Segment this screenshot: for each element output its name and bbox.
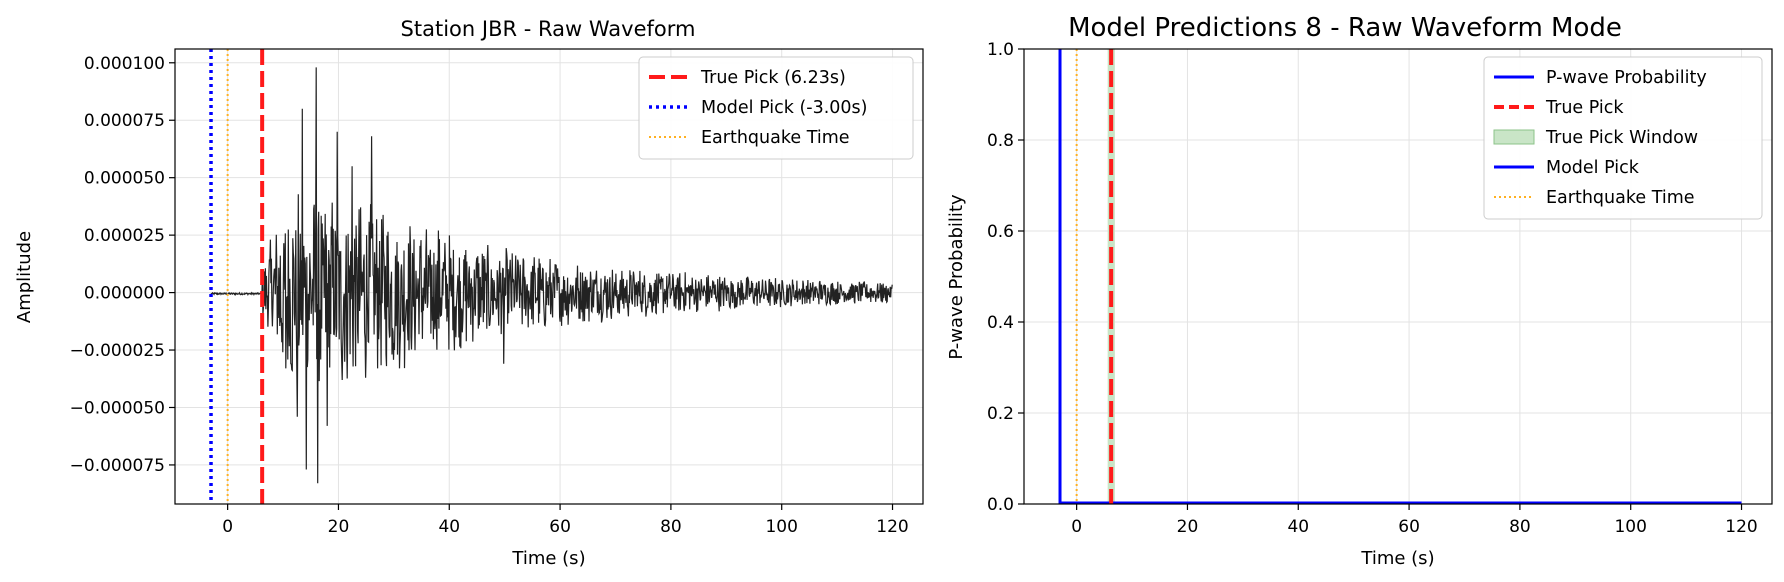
y-ticks: −0.000075 −0.000050 −0.000025 0.000000 0.000…	[70, 54, 175, 476]
x-tick-label: 60	[549, 517, 571, 537]
legend-box	[1483, 56, 1763, 220]
legend-label: P-wave Probability	[1546, 68, 1707, 88]
x-tick-label: 80	[660, 517, 682, 537]
y-tick-label: 0.000075	[84, 111, 165, 131]
legend-label: Earthquake Time	[701, 128, 850, 148]
y-axis-label: Amplitude	[14, 231, 35, 323]
legend-label: True Pick (6.23s)	[700, 68, 846, 88]
x-tick-label: 0	[1071, 517, 1082, 537]
y-tick-label: 0.000025	[84, 226, 165, 246]
x-ticks: 0 20 40 60 80 100 120	[222, 504, 909, 537]
axes-frame	[174, 48, 924, 505]
x-tick-label: 0	[222, 517, 233, 537]
x-axis-label: Time (s)	[511, 548, 585, 569]
y-tick-label: 0.000000	[84, 284, 165, 304]
legend-label: True Pick	[1545, 98, 1624, 118]
legend-box	[638, 56, 914, 160]
waveform-trace	[210, 67, 893, 484]
y-tick-label: 0.000050	[84, 169, 165, 189]
chart-title: Model Predictions 8 - Raw Waveform Mode	[1068, 13, 1622, 43]
legend: P-wave Probability True Pick True Pick Win…	[1483, 56, 1763, 220]
y-axis-label: P-wave Probability	[946, 194, 967, 360]
x-axis-label: Time (s)	[1360, 548, 1434, 569]
x-tick-label: 80	[1509, 517, 1531, 537]
legend-label: Model Pick (-3.00s)	[701, 98, 868, 118]
y-tick-label: 0.000100	[84, 54, 165, 74]
y-tick-label: −0.000025	[70, 341, 165, 361]
y-ticks: 0.0 0.2 0.4 0.6 0.8 1.0	[987, 40, 1024, 515]
y-tick-label: 0.6	[987, 222, 1014, 242]
x-tick-label: 100	[1614, 517, 1646, 537]
plot-area	[1058, 49, 1742, 505]
y-tick-label: 0.0	[987, 495, 1014, 515]
plot-area	[209, 49, 893, 504]
y-tick-label: 0.4	[987, 313, 1014, 333]
x-ticks: 0 20 40 60 80 100 120	[1071, 504, 1758, 537]
x-tick-label: 40	[1287, 517, 1309, 537]
waveform-chart: Station JBR - Raw Waveform 0 20 40 60 80 100 1…	[14, 17, 924, 569]
y-tick-label: 1.0	[987, 40, 1014, 60]
x-tick-label: 100	[765, 517, 797, 537]
y-tick-label: 0.8	[987, 131, 1014, 151]
x-tick-label: 120	[1725, 517, 1757, 537]
legend-swatch	[1493, 129, 1535, 145]
legend-label: Earthquake Time	[1546, 188, 1695, 208]
axes-frame	[1023, 48, 1773, 505]
x-tick-label: 60	[1398, 517, 1420, 537]
x-tick-label: 20	[328, 517, 350, 537]
x-tick-label: 40	[438, 517, 460, 537]
legend-label: True Pick Window	[1545, 128, 1698, 148]
chart-title: Station JBR - Raw Waveform	[401, 17, 696, 41]
y-tick-label: −0.000075	[70, 456, 165, 476]
y-tick-label: −0.000050	[70, 398, 165, 418]
probability-chart: Model Predictions 8 - Raw Waveform Mode …	[946, 13, 1773, 569]
x-tick-label: 120	[876, 517, 908, 537]
y-tick-label: 0.2	[987, 404, 1014, 424]
x-tick-label: 20	[1177, 517, 1199, 537]
legend: True Pick (6.23s) Model Pick (-3.00s) Eart…	[638, 56, 914, 160]
legend-label: Model Pick	[1546, 158, 1640, 178]
